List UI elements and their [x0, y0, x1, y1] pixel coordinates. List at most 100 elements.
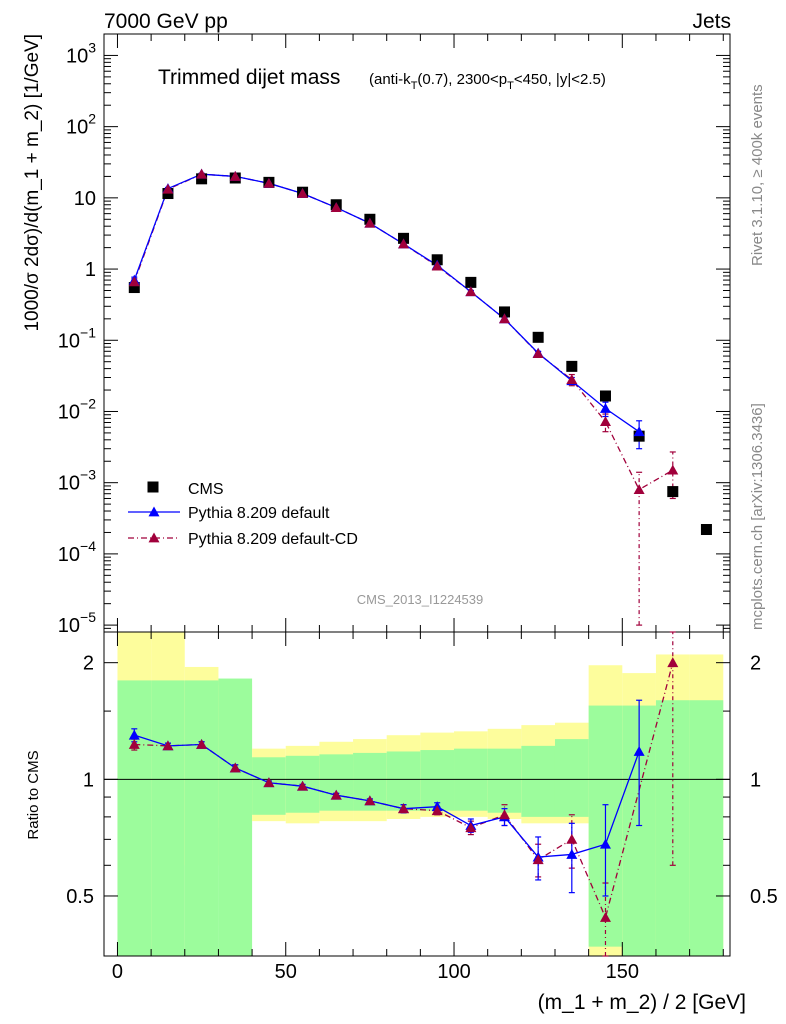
triangle-marker [431, 805, 443, 816]
triangle-marker [162, 740, 174, 751]
data-point [431, 254, 443, 266]
y-tick-label: 10−3 [58, 467, 96, 495]
band-inner [689, 700, 724, 956]
triangle-marker [532, 348, 544, 358]
triangle-marker [162, 183, 174, 194]
ratio-tick-label-right: 1 [750, 769, 761, 791]
triangle-marker [566, 374, 578, 385]
ratio-plot-marks [128, 631, 679, 957]
triangle-marker [128, 729, 140, 740]
analysis-label: CMS_2013_I1224539 [357, 592, 484, 607]
y-tick-label: 103 [66, 39, 96, 67]
triangle-marker [229, 762, 241, 773]
triangle-marker [398, 238, 410, 249]
series-line-default-cd [133, 173, 674, 491]
main-plot-marks [128, 168, 712, 626]
x-axis-label: (m_1 + m_2) / 2 [GeV] [538, 991, 746, 1014]
triangle-marker [667, 657, 679, 668]
triangle-marker [667, 464, 679, 475]
band-inner [151, 680, 185, 956]
y-tick-label: 10−2 [58, 395, 96, 423]
data-point [499, 306, 511, 318]
x-tick-label: 0 [112, 961, 123, 983]
triangle-marker [128, 738, 140, 749]
data-point [147, 481, 159, 493]
triangle-marker [330, 789, 342, 800]
ratio-uncertainty-bands [117, 632, 724, 956]
data-point [667, 486, 679, 498]
band-inner [218, 678, 253, 956]
band-inner [487, 748, 522, 813]
band-inner [386, 751, 421, 811]
data-point [700, 524, 712, 536]
y-tick-label: 10−1 [58, 324, 96, 352]
triangle-marker [633, 484, 645, 494]
band-inner [655, 700, 690, 956]
triangle-marker [566, 848, 578, 859]
rivet-version-label: Rivet 3.1.10, ≥ 400k events [749, 84, 766, 266]
triangle-marker [633, 426, 645, 437]
triangle-marker [229, 170, 241, 181]
y-tick-label: 10 [74, 188, 96, 210]
ratio-tick-label-right: 2 [750, 653, 761, 675]
triangle-marker [633, 745, 645, 756]
triangle-marker [599, 911, 611, 922]
ratio-line-default [134, 734, 640, 858]
triangle-marker [148, 532, 160, 543]
ratio-plot-frame: 0.5 0.5 1 1 2 2 0 50 100 150 [66, 631, 778, 983]
legend-label-cms: CMS [188, 481, 224, 498]
triangle-marker [148, 506, 160, 517]
triangle-marker [431, 260, 443, 271]
band-inner [554, 739, 589, 817]
band-inner [117, 680, 152, 956]
y-axis-label: 1000/σ 2dσ)/d(m_1 + m_2) [1/GeV] [22, 34, 43, 332]
data-point [196, 173, 208, 185]
triangle-marker [499, 809, 511, 820]
band-inner [420, 750, 455, 811]
ratio-tick-label: 2 [83, 653, 94, 675]
triangle-marker [364, 795, 376, 806]
triangle-marker [263, 177, 275, 188]
triangle-marker [196, 738, 208, 749]
x-tick-label: 50 [275, 961, 297, 983]
ratio-tick-label: 1 [83, 769, 94, 791]
chart-title: Trimmed dijet mass [158, 66, 340, 89]
triangle-marker [398, 803, 410, 814]
band-inner [184, 680, 219, 956]
y-tick-label: 102 [66, 111, 96, 139]
triangle-marker [263, 777, 275, 788]
legend-label-default-cd: Pythia 8.209 default-CD [188, 531, 358, 548]
chart-title-detail: (anti-kT(0.7), 2300<pT<450, |y|<2.5) [369, 71, 606, 92]
triangle-marker [599, 838, 611, 849]
data-point [599, 390, 611, 402]
data-point [398, 232, 410, 244]
x-tick-label: 100 [437, 961, 470, 983]
band-inner [319, 754, 354, 811]
triangle-marker [297, 780, 309, 791]
data-point [128, 282, 140, 294]
data-point [566, 360, 578, 372]
main-plot-frame: 10−5 10−4 10−3 10−2 10−1 1 10 102 103 [58, 33, 731, 637]
triangle-marker [566, 833, 578, 844]
triangle-marker [364, 217, 376, 228]
y-tick-label: 10−4 [58, 538, 96, 566]
mcplots-reference-label: mcplots.cern.ch [arXiv:1306.3436] [749, 403, 766, 630]
legend: CMS Pythia 8.209 default Pythia 8.209 defa… [128, 481, 358, 548]
y-tick-label: 10−5 [58, 609, 96, 637]
triangle-marker [330, 202, 342, 212]
triangle-marker [297, 188, 309, 198]
data-point [465, 276, 477, 288]
y-tick-label: 1 [85, 259, 96, 281]
series-line-default [133, 173, 640, 433]
x-tick-label: 150 [606, 961, 639, 983]
triangle-marker [599, 416, 611, 427]
header-process-label: Jets [692, 10, 731, 33]
triangle-marker [196, 168, 208, 179]
triangle-marker [599, 403, 611, 413]
triangle-marker [465, 822, 477, 833]
header-beam-label: 7000 GeV pp [104, 10, 228, 33]
band-inner [521, 745, 555, 817]
ratio-y-axis-label: Ratio to CMS [25, 750, 42, 839]
triangle-marker [465, 286, 477, 297]
data-point [532, 331, 544, 343]
